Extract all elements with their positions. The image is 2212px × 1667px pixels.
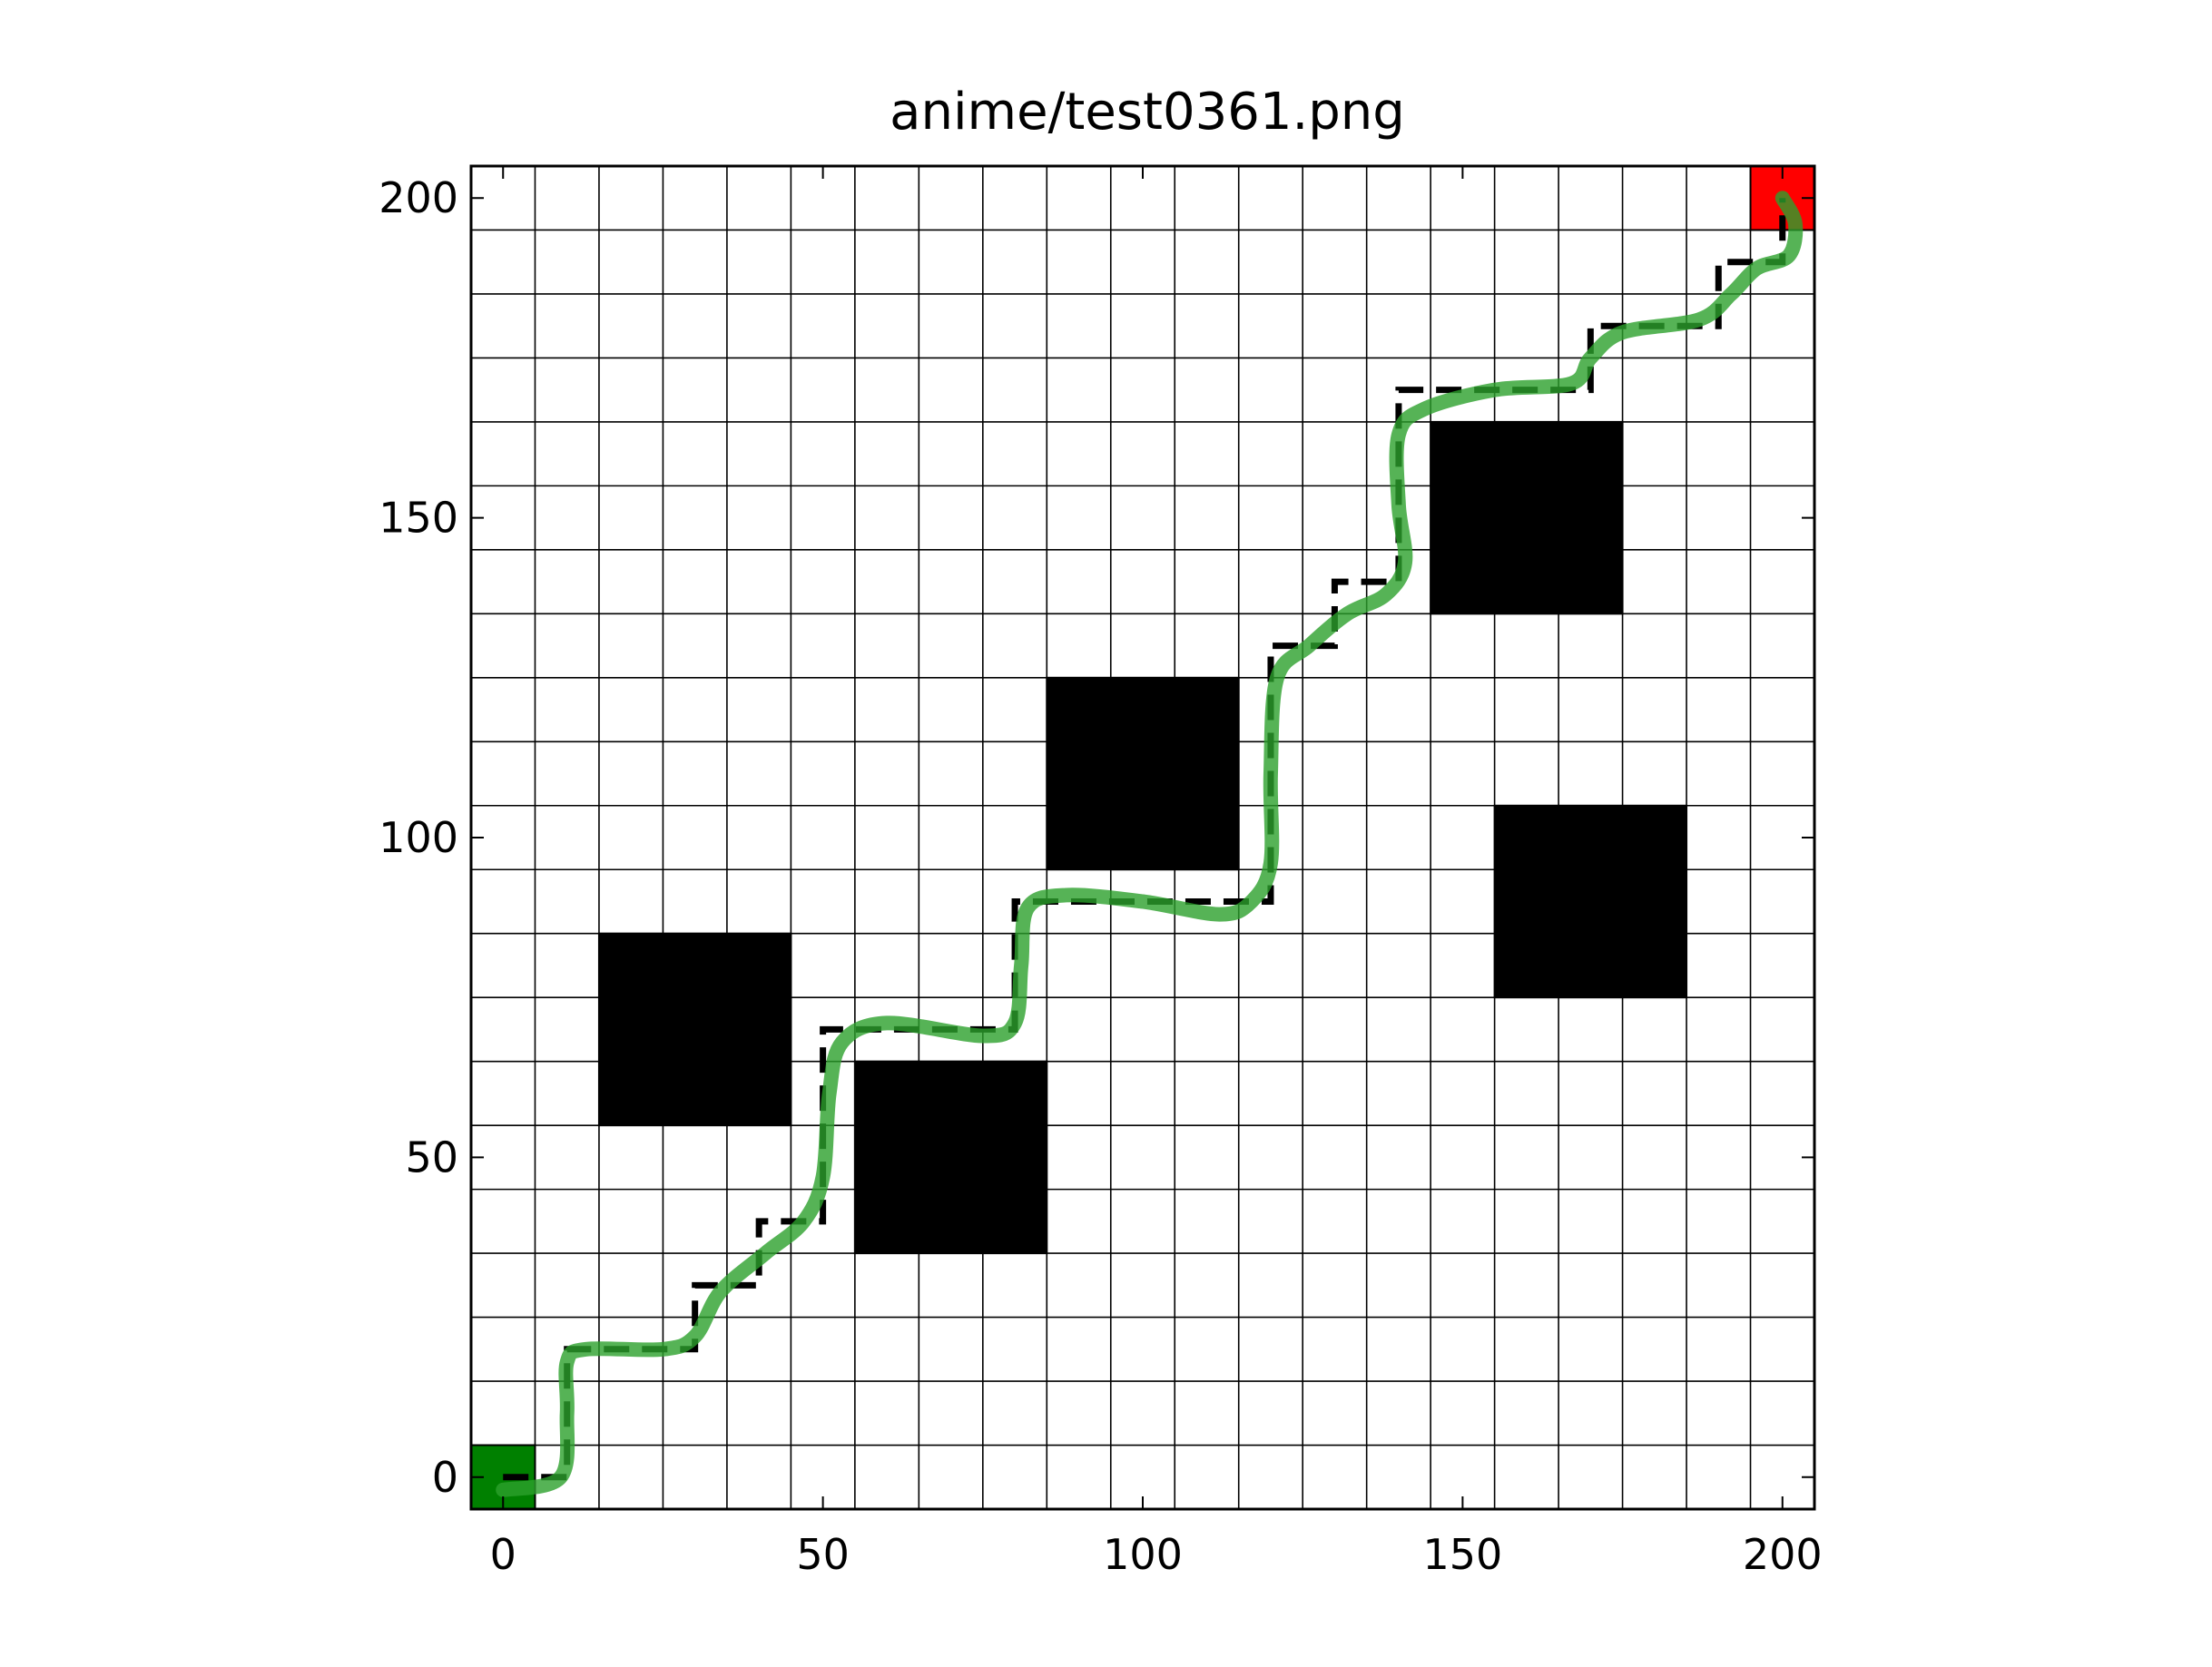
y-tick-label: 50: [405, 1133, 458, 1182]
y-tick-label: 100: [378, 813, 458, 862]
grid-path-dashed: [503, 198, 1786, 1481]
cells: [470, 165, 1815, 1510]
obstacle: [1430, 420, 1624, 615]
obstacle: [597, 932, 792, 1127]
chart-title: anime/test0361.png: [890, 83, 1405, 142]
obstacle: [853, 1060, 1048, 1255]
paths: [496, 191, 1804, 1497]
y-tick-label: 150: [378, 494, 458, 543]
x-tick-label: 50: [796, 1530, 850, 1579]
obstacle: [1493, 804, 1688, 999]
smoothed-path: [496, 191, 1804, 1497]
axes: 0 50 100 150 200 0 50 100 150 200: [378, 164, 1823, 1579]
obstacle: [1046, 676, 1240, 871]
y-tick-label: 200: [378, 173, 458, 222]
x-tick-label: 100: [1103, 1530, 1183, 1579]
x-tick-label: 200: [1743, 1530, 1823, 1579]
y-tick-label: 0: [432, 1453, 458, 1502]
x-tick-label: 150: [1422, 1530, 1502, 1579]
x-tick-label: 0: [490, 1530, 516, 1579]
